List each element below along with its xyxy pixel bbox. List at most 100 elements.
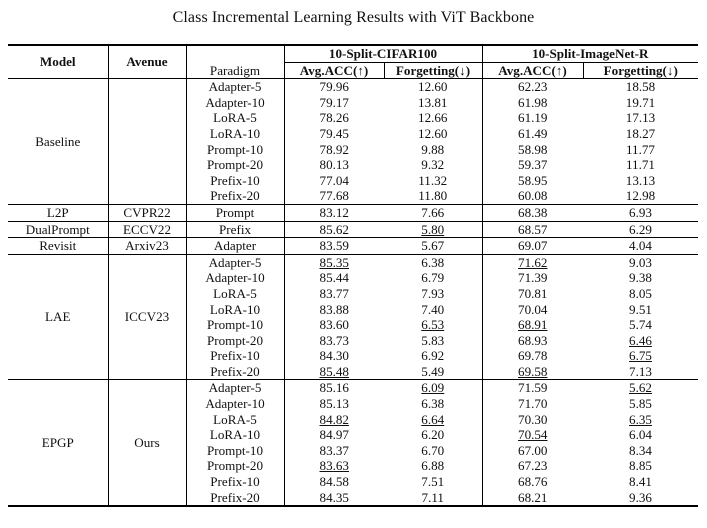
imagenet-acc-cell: 60.08: [481, 188, 583, 205]
paradigm-cell: Prefix-10: [185, 348, 284, 364]
value-text: 13.13: [625, 172, 656, 188]
value-text: 6.93: [629, 204, 652, 220]
value-text: 5.62: [629, 380, 652, 396]
imagenet-forgetting-cell: 6.75: [583, 348, 698, 364]
value-text: 7.51: [421, 474, 445, 490]
cifar-forgetting-cell: 6.09: [384, 379, 482, 397]
table-row: LAE ICCV23 Adapter-5 85.35 6.38 71.62 9.03: [8, 253, 698, 380]
table-row: Prefix-10 77.04 11.32 58.95 13.13: [8, 172, 698, 189]
value-text: 84.58: [319, 474, 349, 490]
cifar-forgetting-cell: 9.88: [384, 142, 482, 158]
imagenet-forgetting-cell: 9.36: [583, 489, 698, 508]
cifar-acc-cell: 83.63: [283, 458, 384, 475]
value-text: 9.36: [629, 489, 652, 505]
value-text: 8.85: [629, 458, 652, 474]
paradigm-cell: Prefix-10: [185, 474, 284, 490]
paradigm-cell: Adapter-5: [185, 253, 284, 271]
table-row: Revisit Arxiv23 Adapter 83.59 5.67 69.07 4.04: [8, 237, 698, 255]
value-text: 70.54: [518, 427, 548, 443]
imagenet-forgetting-cell: 11.77: [583, 142, 698, 158]
value-text: 61.98: [518, 94, 548, 110]
cifar-forgetting-cell: 6.70: [384, 443, 482, 459]
table-row: Prompt-20 83.73 5.83 68.93 6.46: [8, 332, 698, 349]
imagenet-forgetting-cell: 6.29: [583, 220, 698, 238]
imagenet-forgetting-cell: 6.46: [583, 333, 698, 349]
table-row: Prompt-10 78.92 9.88 58.98 11.77: [8, 141, 698, 158]
table-row: Adapter-10 85.44 6.79 71.39 9.38: [8, 270, 698, 286]
value-text: 70.30: [518, 411, 548, 427]
paradigm-cell: Adapter-5: [185, 78, 284, 95]
value-text: 70.04: [518, 301, 548, 317]
cifar-forgetting-cell: 12.66: [384, 110, 482, 126]
imagenet-acc-cell: 69.58: [481, 363, 583, 380]
paradigm-cell: Prompt-10: [185, 317, 284, 333]
value-text: 6.29: [629, 221, 652, 237]
imagenet-acc-cell: 68.93: [481, 332, 583, 349]
value-text: 71.70: [518, 396, 548, 412]
imagenet-acc-cell: 70.81: [481, 285, 583, 302]
table-row: L2P CVPR22 Prompt 83.12 7.66 68.38 6.93: [8, 203, 698, 222]
imagenet-forgetting-cell: 18.58: [583, 78, 698, 95]
paradigm-cell: Adapter-10: [185, 396, 284, 412]
avenue-name: ICCV23: [107, 253, 186, 380]
imagenet-acc-cell: 61.19: [481, 110, 583, 126]
value-text: 6.38: [421, 396, 445, 412]
value-text: 8.05: [629, 285, 652, 301]
imagenet-acc-cell: 61.49: [481, 125, 583, 142]
imagenet-acc-cell: 71.62: [481, 253, 583, 271]
imagenet-acc-cell: 58.98: [481, 141, 583, 158]
cifar-forgetting-cell: 5.49: [384, 364, 482, 380]
value-text: 68.93: [518, 332, 548, 348]
value-text: 11.77: [626, 141, 655, 157]
value-text: 78.92: [319, 141, 349, 157]
imagenet-acc-cell: 68.38: [481, 203, 583, 222]
header-avenue: Avenue: [107, 44, 186, 79]
cifar-forgetting-cell: 6.38: [384, 396, 482, 412]
cifar-forgetting-cell: 11.32: [384, 173, 482, 189]
model-name: LAE: [8, 253, 108, 380]
value-text: 6.79: [421, 270, 445, 286]
imagenet-acc-cell: 68.91: [481, 317, 583, 333]
value-text: 6.53: [421, 317, 445, 333]
value-text: 6.20: [421, 427, 445, 443]
imagenet-forgetting-cell: 8.41: [583, 474, 698, 490]
imagenet-forgetting-cell: 11.71: [583, 157, 698, 173]
table-row: LoRA-5 84.82 6.64 70.30 6.35: [8, 411, 698, 428]
cifar-acc-cell: 83.37: [283, 442, 384, 459]
model-name: EPGP: [8, 379, 108, 508]
imagenet-acc-cell: 70.54: [481, 427, 583, 443]
value-text: 11.80: [418, 188, 448, 204]
value-text: 71.59: [518, 380, 548, 396]
value-text: 61.49: [518, 125, 548, 141]
value-text: 6.35: [629, 411, 652, 427]
value-text: 5.49: [421, 363, 445, 379]
value-text: 4.04: [629, 238, 652, 254]
table-row: Prompt-20 83.63 6.88 67.23 8.85: [8, 458, 698, 475]
cifar-forgetting-cell: 5.83: [384, 333, 482, 349]
paradigm-cell: Prefix-20: [185, 489, 284, 508]
imagenet-forgetting-cell: 12.98: [583, 188, 698, 204]
table-row: LoRA-10 84.97 6.20 70.54 6.04: [8, 427, 698, 443]
value-text: 6.88: [421, 458, 445, 474]
value-text: 80.13: [319, 157, 349, 173]
header-dataset-imagenet: 10-Split-ImageNet-R: [481, 43, 698, 63]
paradigm-cell: Prompt-20: [185, 458, 284, 475]
imagenet-acc-cell: 71.70: [481, 396, 583, 412]
imagenet-acc-cell: 61.98: [481, 94, 583, 111]
cifar-acc-cell: 79.17: [283, 94, 384, 111]
avenue-name: CVPR22: [107, 203, 186, 222]
value-text: 12.60: [418, 79, 448, 95]
avenue-name: Ours: [107, 379, 186, 508]
table-row: Prefix-10 84.58 7.51 68.76 8.41: [8, 474, 698, 490]
value-text: 59.37: [518, 157, 548, 173]
cifar-forgetting-cell: 6.88: [384, 458, 482, 474]
paradigm-cell: Prompt-20: [185, 332, 284, 349]
value-text: 9.88: [421, 141, 445, 157]
avenue-name: [107, 78, 186, 205]
paradigm-cell: Adapter-10: [185, 270, 284, 286]
value-text: 8.41: [629, 474, 652, 490]
value-text: 85.16: [319, 380, 349, 396]
model-name: Revisit: [8, 237, 108, 255]
value-text: 9.38: [629, 270, 652, 286]
value-text: 68.76: [518, 474, 548, 490]
